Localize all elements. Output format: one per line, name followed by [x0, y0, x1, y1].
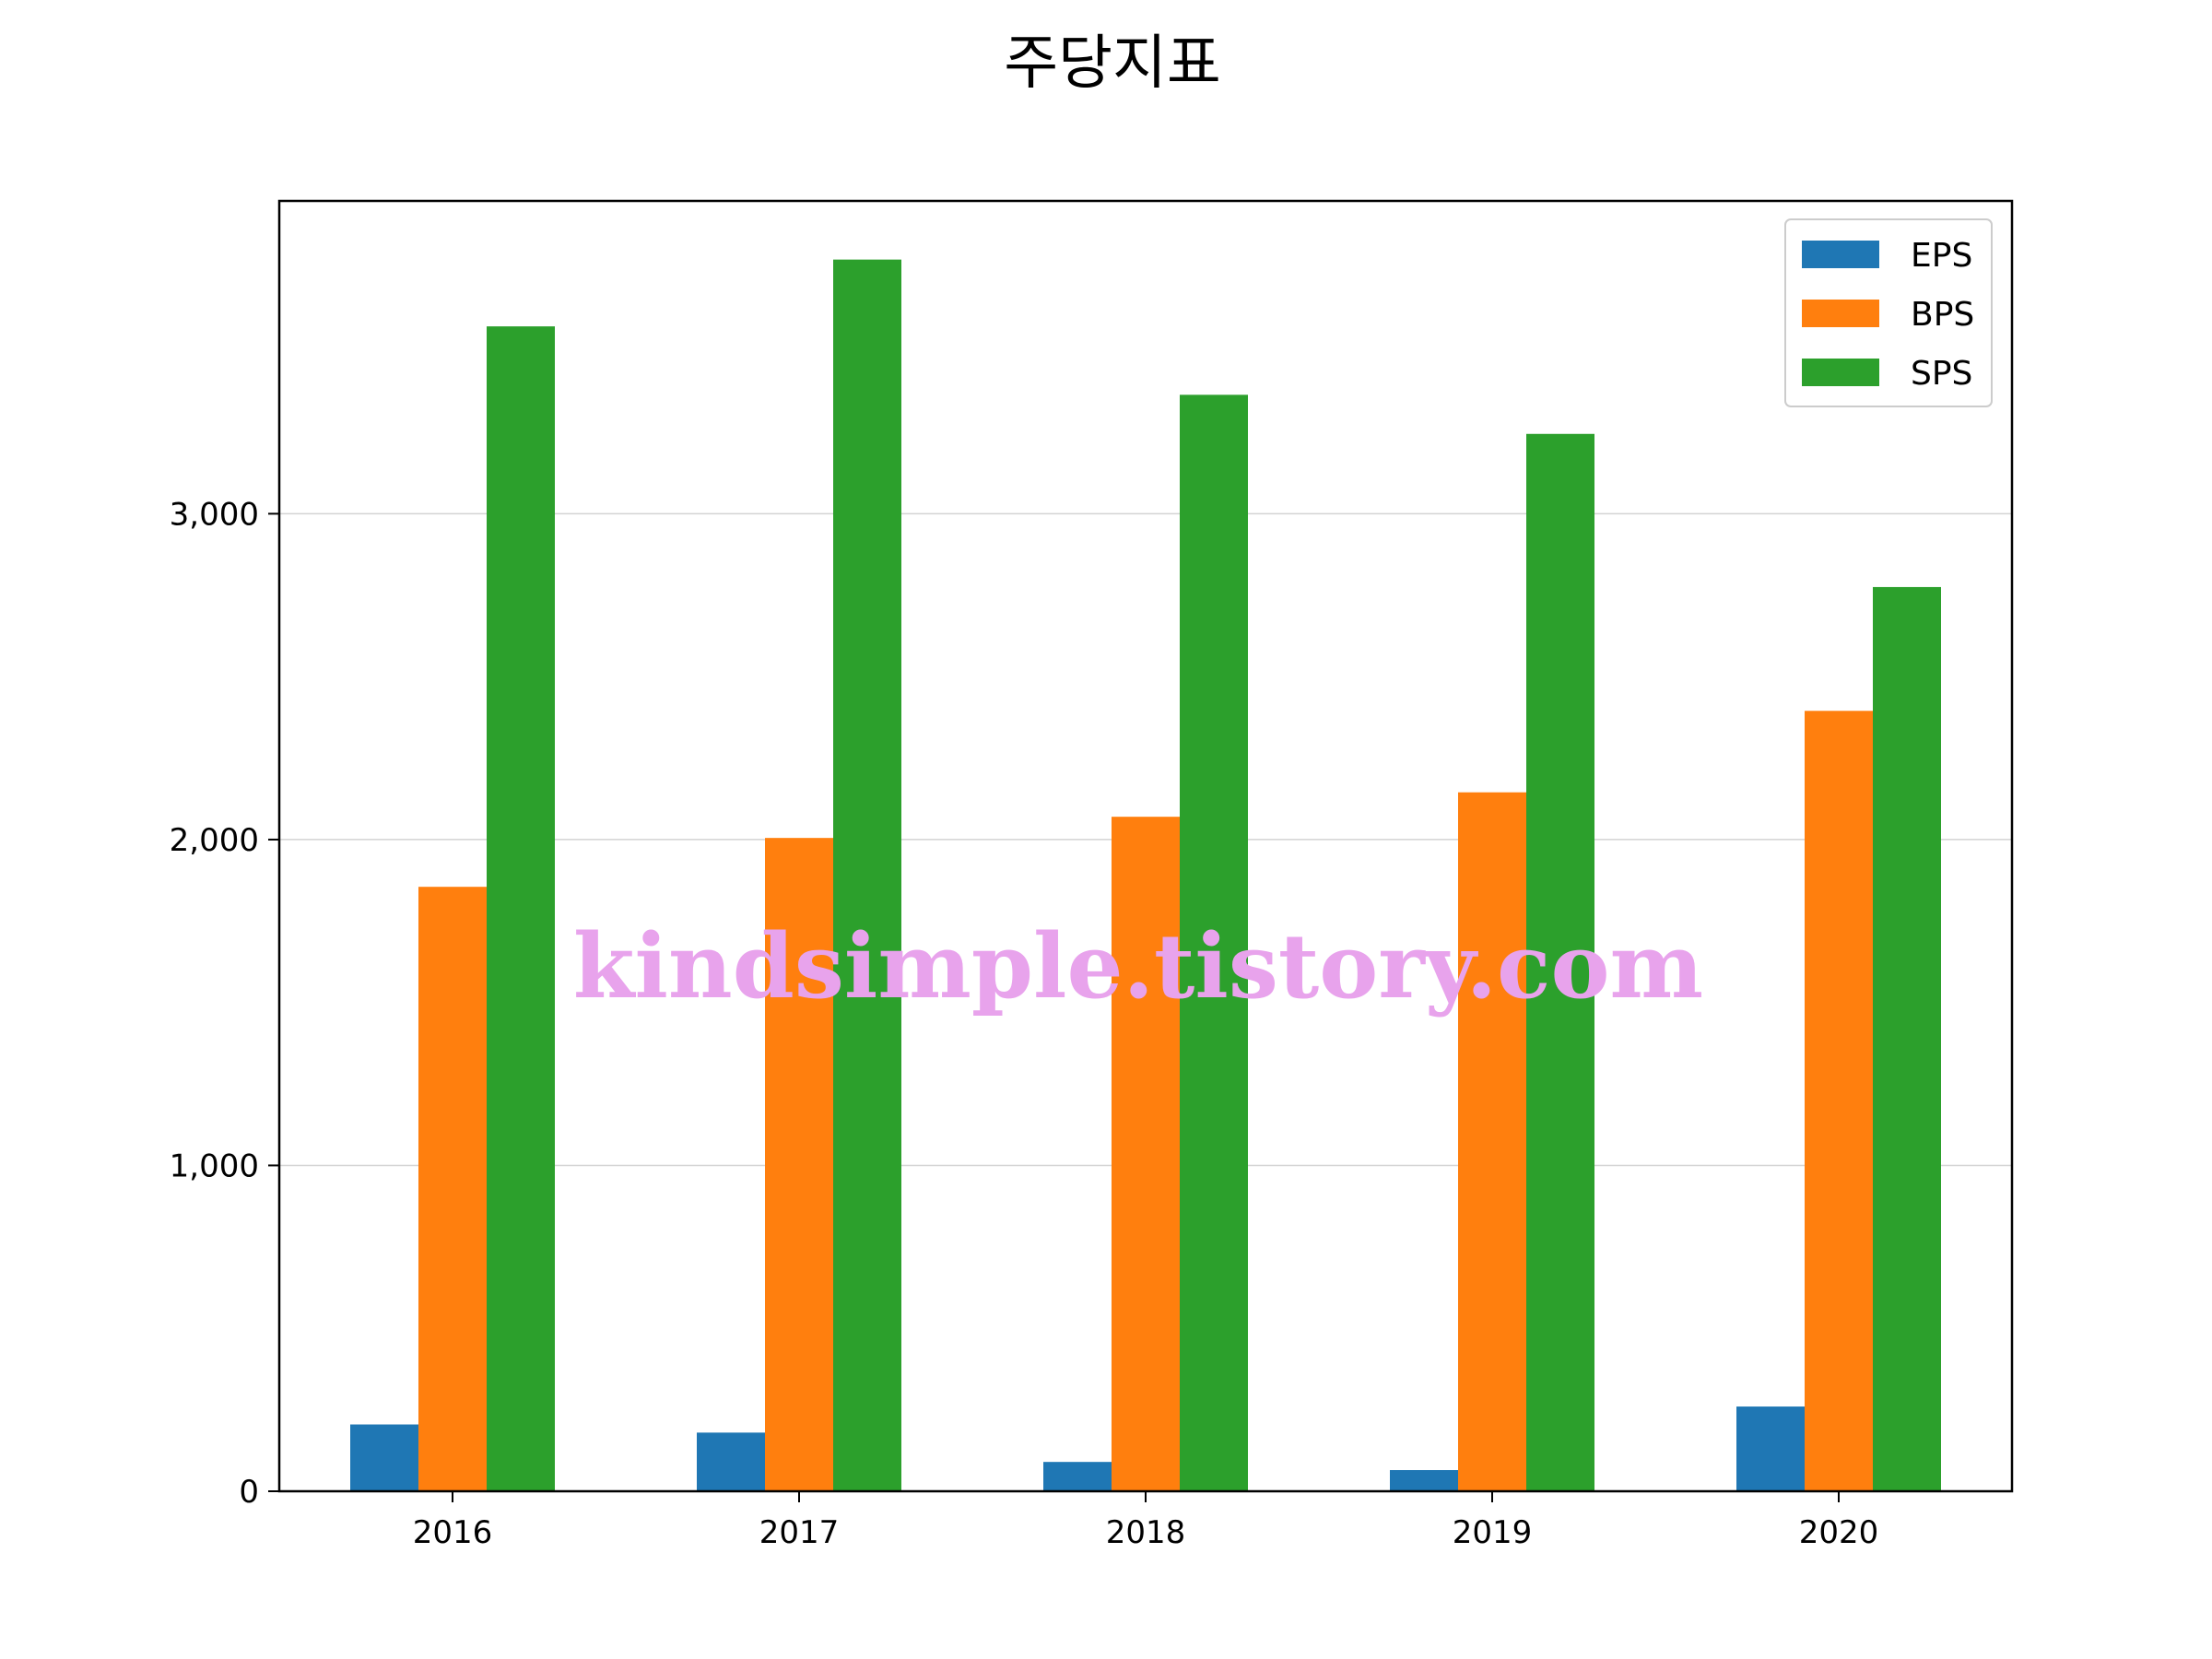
y-tick-label: 2,000: [170, 822, 259, 859]
bar-eps-2016: [350, 1424, 418, 1491]
legend-swatch-sps: [1802, 359, 1879, 386]
bar-bps-2016: [418, 887, 487, 1491]
x-tick-label: 2020: [1799, 1514, 1879, 1551]
bar-eps-2020: [1736, 1406, 1805, 1491]
y-tick-label: 1,000: [170, 1147, 259, 1184]
legend-swatch-eps: [1802, 241, 1879, 268]
y-axis: 0 1,000 2,000 3,000: [170, 496, 279, 1511]
legend-label-eps: EPS: [1911, 237, 1972, 275]
bar-sps-2020: [1873, 586, 1941, 1491]
bar-eps-2018: [1043, 1462, 1112, 1491]
x-tick-label: 2016: [413, 1514, 493, 1551]
bar-eps-2017: [697, 1432, 765, 1491]
bar-eps-2019: [1390, 1470, 1458, 1491]
bar-bps-2020: [1805, 711, 1873, 1491]
x-tick-label: 2017: [759, 1514, 840, 1551]
y-tick-label: 0: [239, 1474, 259, 1511]
bar-bps-2017: [765, 838, 833, 1491]
watermark: kindsimple.tistory.com: [573, 914, 1703, 1018]
legend-swatch-bps: [1802, 300, 1879, 327]
bar-sps-2018: [1180, 394, 1248, 1492]
x-tick-label: 2019: [1453, 1514, 1533, 1551]
x-axis: 2016 2017 2018 2019 2020: [413, 1491, 1879, 1551]
legend-label-bps: BPS: [1911, 296, 1974, 334]
bar-sps-2019: [1526, 433, 1594, 1491]
bars: [350, 259, 1941, 1492]
bar-bps-2019: [1458, 792, 1526, 1491]
plot-frame: [277, 199, 2014, 1493]
y-tick-label: 3,000: [170, 496, 259, 533]
chart-title: 주당지표: [1004, 29, 1221, 98]
bar-sps-2017: [833, 259, 901, 1491]
legend: EPS BPS SPS: [1784, 218, 1993, 407]
bar-bps-2018: [1112, 817, 1180, 1491]
bar-sps-2016: [487, 326, 555, 1492]
x-tick-label: 2018: [1106, 1514, 1186, 1551]
legend-label-sps: SPS: [1911, 355, 1972, 393]
